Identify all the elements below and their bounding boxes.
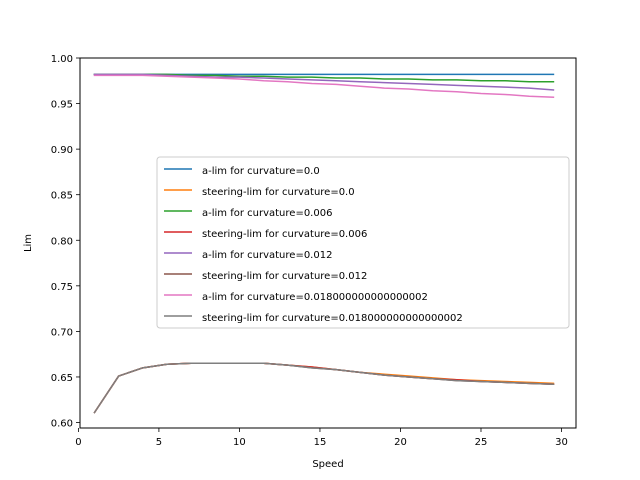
legend-label-8: steering-lim for curvature=0.01800000000… bbox=[202, 313, 463, 324]
x-axis-label: Speed bbox=[312, 459, 343, 470]
legend-label-4: steering-lim for curvature=0.006 bbox=[202, 229, 367, 240]
y-tick-label: 1.00 bbox=[51, 54, 73, 65]
legend-label-1: a-lim for curvature=0.0 bbox=[202, 166, 320, 177]
y-tick-label: 0.70 bbox=[51, 327, 73, 338]
legend-frame bbox=[156, 156, 570, 329]
x-tick-label: 5 bbox=[156, 437, 162, 448]
x-tick-label: 30 bbox=[555, 437, 568, 448]
legend-label-2: steering-lim for curvature=0.0 bbox=[202, 187, 355, 198]
y-axis-label: Lim bbox=[23, 234, 34, 252]
plot-frame bbox=[79, 57, 577, 429]
series-line-7 bbox=[93, 74, 555, 98]
legend: a-lim for curvature=0.0 steering-lim for … bbox=[156, 156, 570, 329]
legend-label-6: steering-lim for curvature=0.012 bbox=[202, 271, 367, 282]
y-tick-label: 0.95 bbox=[51, 100, 73, 111]
series-lines bbox=[93, 73, 555, 414]
legend-label-5: a-lim for curvature=0.012 bbox=[202, 250, 332, 261]
y-tick-label: 0.85 bbox=[51, 191, 73, 202]
y-tick-label: 0.65 bbox=[51, 373, 73, 384]
x-tick-label: 25 bbox=[475, 437, 488, 448]
x-tick-label: 0 bbox=[75, 437, 81, 448]
y-tick-label: 0.80 bbox=[51, 236, 73, 247]
series-line-3 bbox=[93, 73, 555, 83]
x-tick-label: 20 bbox=[394, 437, 407, 448]
y-tick-label: 0.75 bbox=[51, 282, 73, 293]
legend-label-3: a-lim for curvature=0.006 bbox=[202, 208, 332, 219]
y-axis-ticks: 0.60 0.65 0.70 0.75 0.80 0.85 0.90 0.95 1.00 bbox=[51, 54, 80, 430]
y-tick-label: 0.60 bbox=[51, 419, 73, 430]
x-tick-label: 10 bbox=[233, 437, 246, 448]
x-tick-label: 15 bbox=[314, 437, 327, 448]
series-line-8 bbox=[93, 362, 555, 414]
legend-label-7: a-lim for curvature=0.018000000000000002 bbox=[202, 292, 428, 303]
x-axis-ticks: 0 5 10 15 20 25 30 bbox=[75, 428, 568, 448]
y-tick-label: 0.90 bbox=[51, 145, 73, 156]
series-line-5 bbox=[93, 73, 555, 91]
